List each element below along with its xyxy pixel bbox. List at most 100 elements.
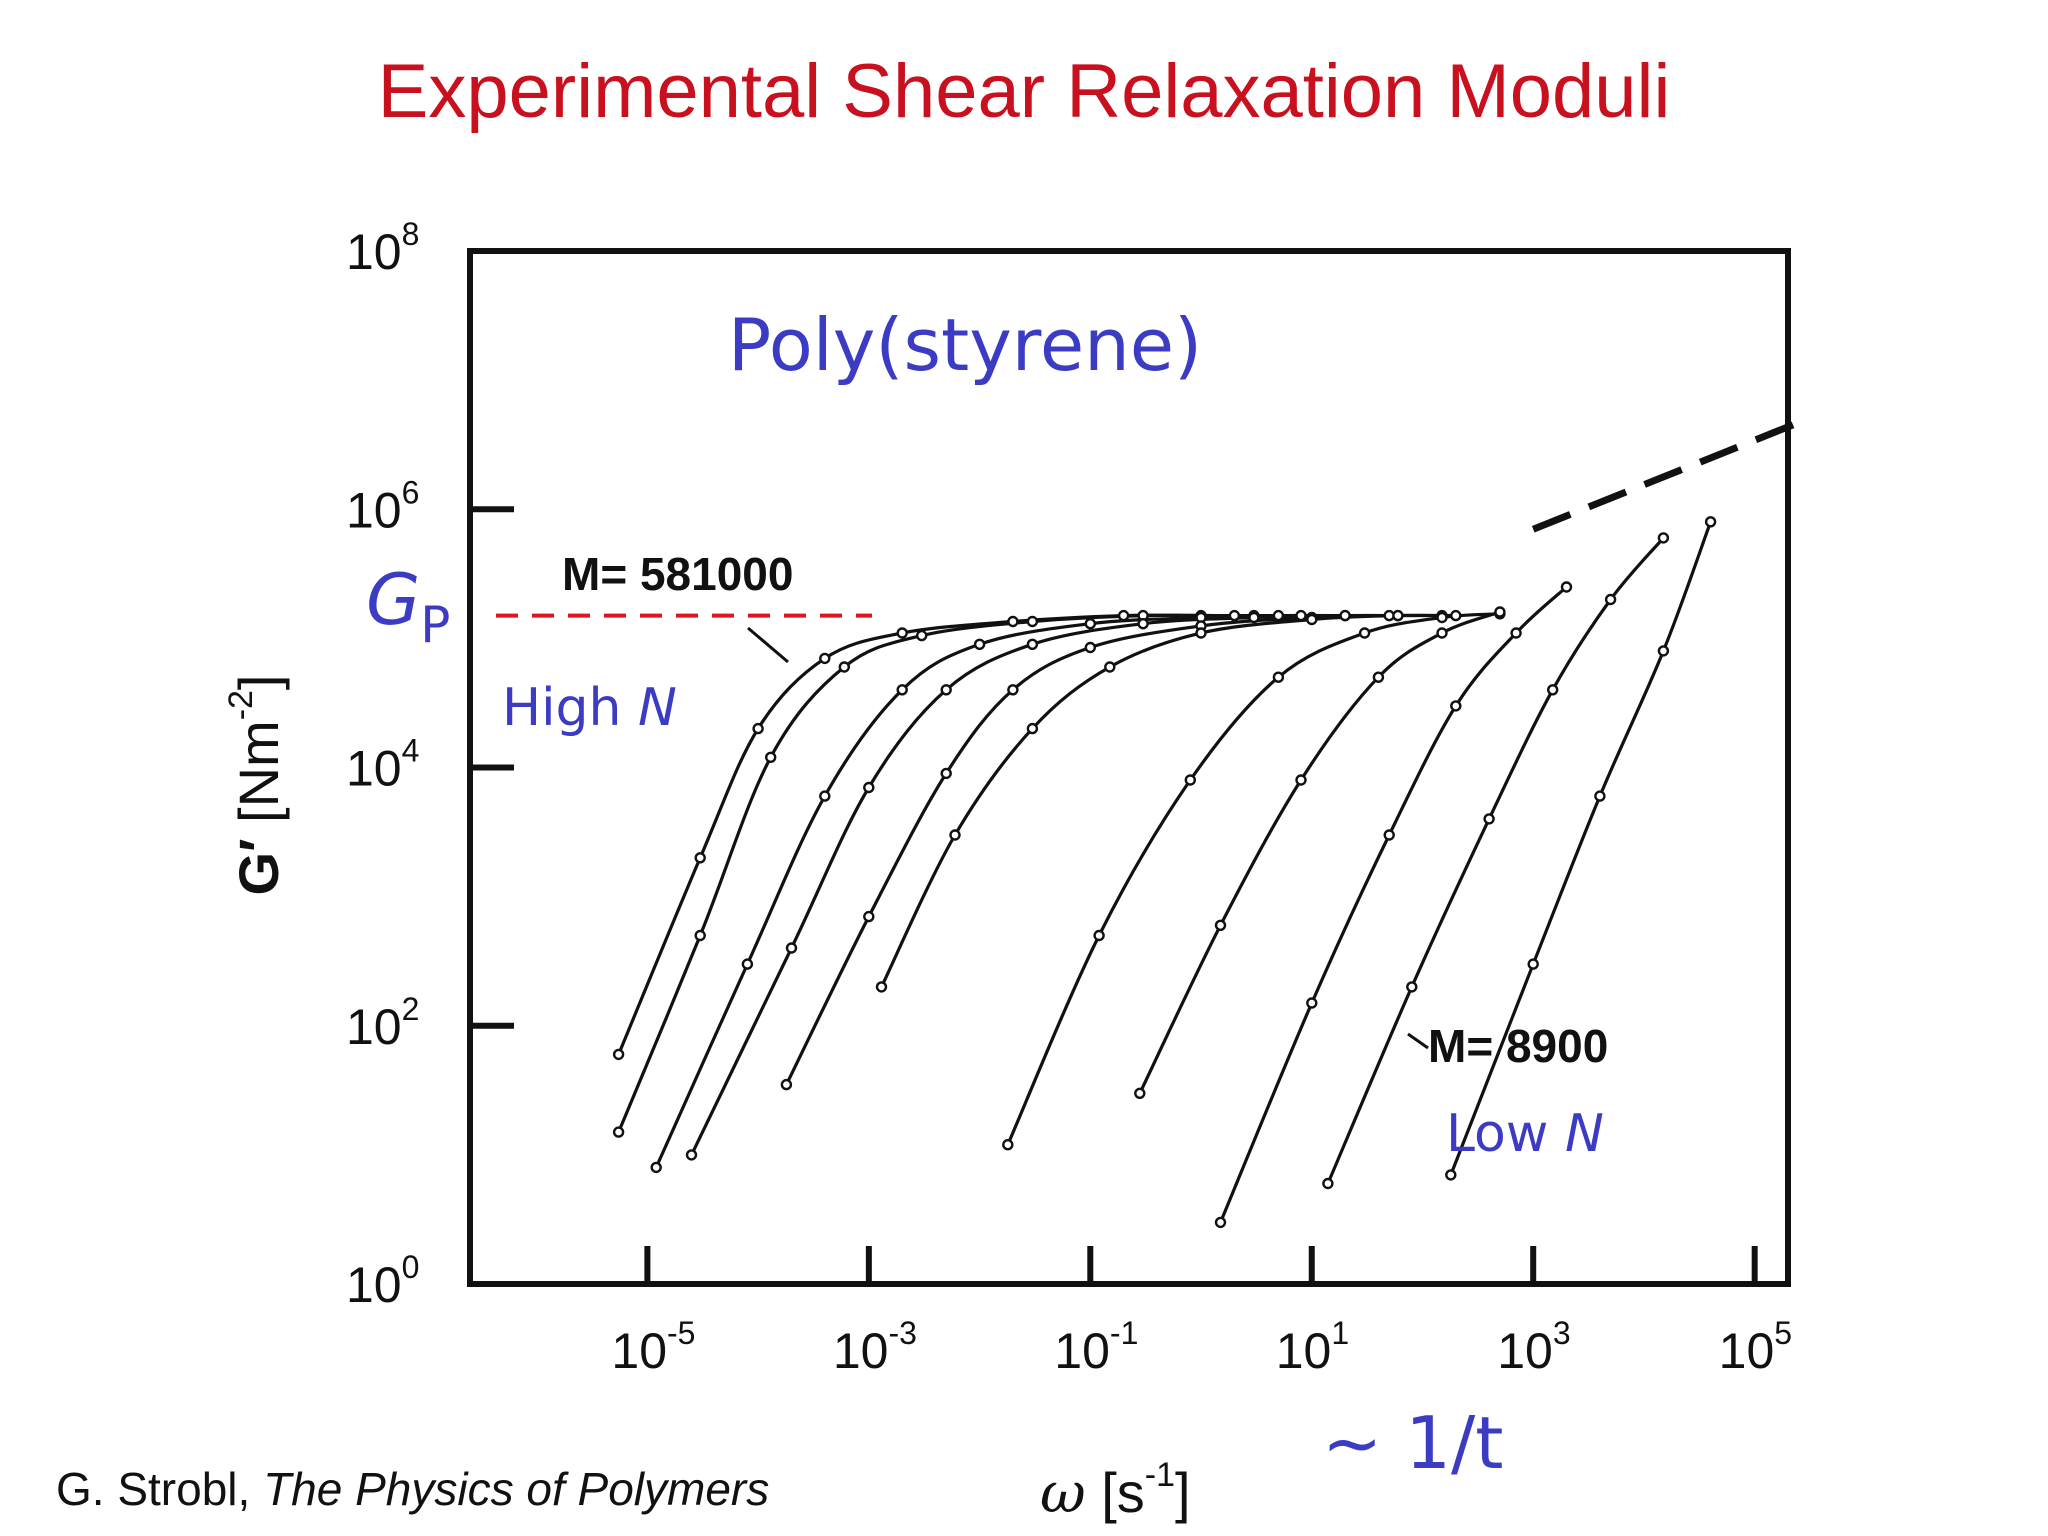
y-tick-exp-4: 6 [402,474,420,510]
data-point-6-7 [1392,609,1404,622]
x-tick-base-4: 10 [1276,1323,1332,1379]
axis-ticks [470,506,1758,1284]
y-tick-base-5: 10 [346,224,402,280]
data-point-11-5 [1704,516,1717,528]
x-tick-label-5: 103 [1497,1315,1570,1379]
x-axis-unit-open: [s [1086,1461,1145,1524]
data-point-11-3 [1594,790,1606,802]
data-point-8-3 [1295,774,1307,786]
data-point-11-4 [1657,645,1670,657]
x-tick-labels: 10-5 10-3 10-1 101 103 105 [611,1315,1792,1379]
high-n-label: High N [502,678,677,738]
data-point-7-5 [1358,627,1371,639]
data-point-6-8 [1450,609,1462,622]
data-point-10-2 [1406,981,1418,993]
m-low-pointer [1407,1032,1429,1050]
data-point-5-4 [1007,684,1019,696]
y-tick-label-3: 104 [346,733,419,797]
data-point-8-2 [1214,919,1227,931]
x-tick-label-4: 101 [1276,1315,1349,1379]
x-tick-base-1: 10 [611,1323,667,1379]
low-n-label: Low N [1446,1104,1604,1164]
data-point-3-6 [1084,618,1097,630]
data-point-2-3 [765,751,777,763]
data-point-11-1 [1445,1169,1457,1181]
data-point-2-8 [1228,609,1241,622]
y-tick-base-4: 10 [346,482,402,538]
data-point-3-2 [741,958,754,970]
x-axis-symbol: ω [1040,1461,1086,1526]
m-high-label: M= 581000 [562,548,793,600]
data-point-4-6 [1137,618,1149,630]
data-point-1-5 [896,627,908,639]
low-n-symbol: N [1565,1104,1604,1164]
data-point-4-8 [1339,609,1351,622]
data-point-7-2 [1093,929,1105,942]
data-point-7-6 [1436,611,1448,624]
data-point-1-1 [612,1048,625,1061]
x-tick-exp-4: 1 [1331,1315,1349,1351]
y-axis-title: G′ [Nm-2] [222,675,290,896]
y-axis-unit-exp: -2 [222,690,260,720]
data-point-5-2 [863,910,875,923]
data-point-3-4 [896,684,908,696]
data-point-4-1 [685,1149,698,1161]
y-tick-base-1: 10 [346,1257,402,1313]
data-point-7-1 [1002,1138,1014,1151]
data-point-4-4 [940,684,952,696]
data-point-10-5 [1604,593,1617,606]
data-point-9-5 [1510,627,1522,639]
data-point-1-6 [1007,615,1019,628]
data-point-2-2 [694,929,706,942]
data-point-9-3 [1383,829,1395,841]
data-point-4-5 [1026,638,1039,650]
series-curve-1 [617,613,1254,1056]
data-point-8-5 [1436,627,1448,639]
data-point-8-4 [1372,671,1385,683]
y-tick-base-2: 10 [346,999,402,1055]
data-point-9-4 [1450,700,1462,712]
x-tick-label-2: 10-3 [833,1315,917,1379]
x-axis-unit-exp: -1 [1145,1456,1175,1494]
high-n-symbol: N [638,678,677,738]
data-point-2-5 [916,629,928,642]
data-point-1-2 [694,852,706,864]
series-curve-4 [690,613,1398,1156]
data-point-6-4 [1104,661,1116,673]
plot-title: Poly(styrene) [728,303,1202,387]
y-tick-exp-3: 4 [402,733,420,769]
citation: G. Strobl, The Physics of Polymers [56,1462,769,1516]
data-point-7-4 [1272,671,1285,683]
y-axis-unit-close: ] [227,675,290,691]
data-point-3-5 [973,638,986,650]
data-point-5-3 [940,767,952,780]
x-tick-label-1: 10-5 [611,1315,695,1379]
x-tick-base-2: 10 [833,1323,889,1379]
x-tick-exp-2: -3 [888,1315,916,1351]
series-curve-5 [784,613,1443,1086]
data-point-10-6 [1657,532,1670,544]
x-axis-unit-close: ] [1175,1461,1191,1524]
m-low-label: M= 8900 [1428,1020,1608,1072]
data-point-9-2 [1306,997,1318,1009]
data-point-2-6 [1026,615,1039,628]
data-point-1-3 [752,722,764,735]
data-point-8-1 [1134,1087,1146,1100]
data-point-5-5 [1084,641,1097,654]
plateau-symbol: G [366,559,420,641]
m-high-pointer [747,626,789,664]
y-tick-label-1: 100 [346,1249,419,1313]
x-tick-exp-6: 5 [1774,1315,1792,1351]
data-point-4-7 [1248,611,1260,624]
data-point-3-1 [650,1161,662,1174]
data-point-9-1 [1214,1216,1227,1229]
x-tick-exp-3: -1 [1110,1315,1138,1351]
data-point-1-7 [1117,609,1130,622]
x-tick-base-3: 10 [1054,1323,1110,1379]
data-point-2-1 [612,1126,625,1138]
data-point-7-3 [1184,774,1197,786]
x-axis-title: ω [s-1] [1040,1456,1191,1526]
y-tick-exp-5: 8 [402,216,420,252]
